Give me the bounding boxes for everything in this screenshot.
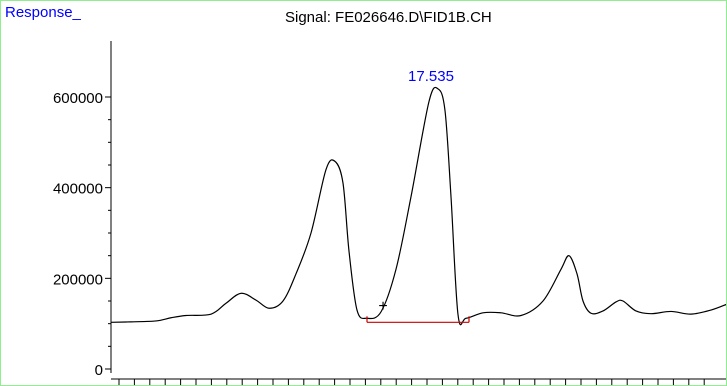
y-ticks: 0 200000 400000 600000: [53, 90, 111, 379]
peak-label: 17.535: [408, 68, 454, 85]
plus-marker: +: [378, 298, 387, 315]
y-tick-label: 400000: [53, 181, 103, 198]
signal-trace: [110, 86, 726, 326]
x-ticks: [118, 379, 705, 385]
y-tick-label: 0: [95, 362, 103, 379]
y-tick-label: 200000: [53, 271, 103, 288]
chart-title: Signal: FE026646.D\FID1B.CH: [285, 9, 492, 26]
plot-area: +17.535: [110, 68, 726, 326]
y-axis-label: Response_: [5, 4, 82, 21]
axes: [110, 41, 726, 380]
y-tick-label: 600000: [53, 90, 103, 107]
